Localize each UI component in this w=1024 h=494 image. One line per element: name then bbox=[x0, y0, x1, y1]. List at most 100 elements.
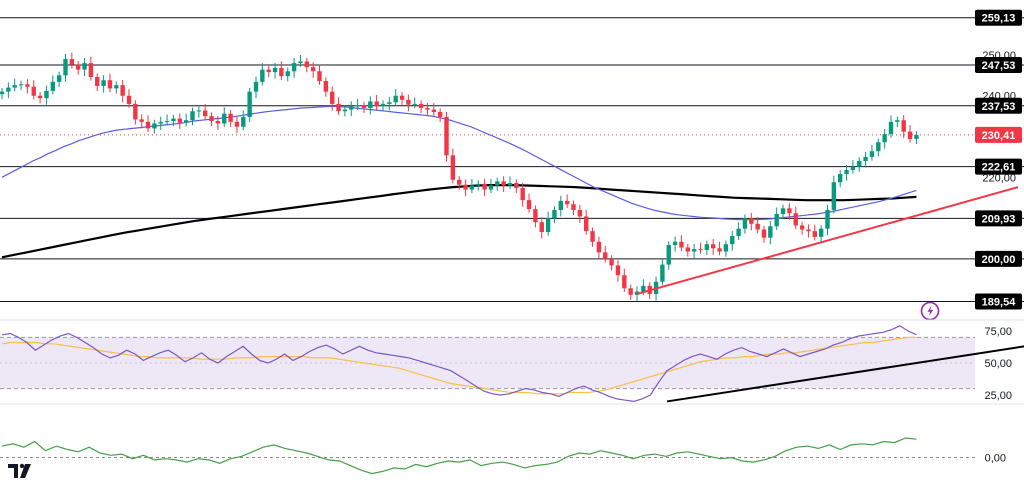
candle-body bbox=[37, 95, 43, 99]
candle bbox=[514, 179, 519, 194]
candle-body bbox=[736, 228, 741, 237]
candle bbox=[533, 205, 538, 228]
lightning-icon[interactable] bbox=[920, 301, 940, 321]
candle bbox=[679, 235, 684, 252]
candle bbox=[374, 94, 379, 111]
candle bbox=[742, 214, 748, 234]
candle bbox=[139, 114, 144, 129]
candle-body bbox=[495, 181, 500, 186]
candle bbox=[63, 53, 68, 82]
candle-body bbox=[838, 174, 843, 183]
candle bbox=[793, 206, 798, 230]
candle bbox=[685, 243, 690, 257]
candle-body bbox=[641, 285, 646, 292]
candle-body bbox=[279, 68, 284, 77]
candle-body bbox=[25, 84, 30, 87]
level-label-text: 259,13 bbox=[982, 13, 1016, 25]
candle-body bbox=[374, 101, 379, 107]
candle bbox=[126, 89, 132, 108]
candle bbox=[501, 176, 506, 192]
candle-body bbox=[711, 244, 716, 249]
candle-body bbox=[431, 109, 436, 113]
candle-body bbox=[780, 208, 786, 215]
candle-body bbox=[698, 249, 703, 251]
candle-body bbox=[723, 244, 729, 252]
oscillator-axis-ticks: 0,00 bbox=[985, 453, 1006, 465]
candle bbox=[285, 67, 290, 82]
candle-body bbox=[349, 106, 354, 110]
candle bbox=[88, 56, 94, 81]
candle-body bbox=[355, 105, 360, 107]
candle-body bbox=[622, 275, 627, 289]
candle bbox=[711, 239, 716, 255]
candle bbox=[603, 245, 608, 263]
tradingview-logo[interactable] bbox=[8, 463, 31, 478]
candle-body bbox=[209, 116, 214, 122]
candle-body bbox=[507, 183, 513, 186]
candle-body bbox=[95, 76, 100, 86]
candle bbox=[869, 144, 875, 161]
candle-body bbox=[126, 95, 132, 104]
candle bbox=[260, 63, 265, 86]
level-label-text: 200,00 bbox=[982, 254, 1016, 266]
rsi-axis-label: 25,00 bbox=[984, 390, 1012, 402]
candle bbox=[545, 211, 551, 236]
candle-body bbox=[476, 183, 481, 186]
candle bbox=[12, 78, 17, 92]
horizontal-levels bbox=[0, 17, 1024, 303]
candle bbox=[476, 180, 481, 191]
candle-body bbox=[120, 85, 125, 96]
candle bbox=[279, 61, 284, 80]
candle bbox=[330, 86, 335, 111]
candle bbox=[717, 241, 722, 256]
candle-body bbox=[158, 121, 163, 124]
candle bbox=[425, 102, 430, 117]
candle-body bbox=[901, 120, 906, 132]
candle-body bbox=[133, 103, 138, 120]
candle-body bbox=[247, 91, 252, 117]
candle-body bbox=[228, 113, 233, 122]
rsi-panel: 75,00 50,00 25,00 bbox=[0, 325, 1024, 403]
candle bbox=[69, 52, 75, 69]
candle bbox=[190, 107, 195, 126]
candle bbox=[31, 80, 36, 100]
candle bbox=[183, 113, 189, 127]
candle-body bbox=[577, 209, 583, 217]
candle bbox=[863, 151, 868, 168]
candle bbox=[266, 65, 271, 78]
candle-body bbox=[457, 179, 462, 185]
candle-body bbox=[825, 209, 830, 229]
candle-body bbox=[183, 120, 189, 123]
candle bbox=[310, 62, 316, 78]
candle-body bbox=[774, 214, 779, 227]
candle bbox=[691, 244, 697, 259]
candle bbox=[196, 105, 202, 118]
price-axis-label: 220,00 bbox=[982, 172, 1016, 184]
candle bbox=[857, 157, 862, 172]
ma-short-line bbox=[1, 105, 917, 221]
candle-body bbox=[888, 121, 894, 135]
level-label-text: 237,53 bbox=[982, 101, 1016, 113]
candle-body bbox=[380, 103, 386, 107]
candle-body bbox=[609, 258, 614, 266]
support-trendline bbox=[636, 186, 1019, 295]
oscillator-path bbox=[1, 437, 917, 475]
candle bbox=[799, 221, 805, 235]
candle-body bbox=[317, 71, 322, 82]
candle bbox=[736, 222, 741, 240]
candle bbox=[666, 241, 671, 270]
candle-body bbox=[56, 75, 62, 82]
candle-body bbox=[196, 110, 202, 112]
candle-body bbox=[628, 288, 633, 295]
candle-body bbox=[730, 236, 735, 245]
candle bbox=[584, 209, 589, 235]
candle-body bbox=[260, 69, 265, 82]
rsi-axis-label: 50,00 bbox=[984, 358, 1012, 370]
candle bbox=[323, 77, 329, 97]
candle-body bbox=[895, 120, 900, 122]
candle bbox=[876, 138, 881, 157]
candle bbox=[590, 227, 595, 247]
candle-body bbox=[253, 81, 259, 92]
candle bbox=[444, 111, 449, 162]
level-label-box bbox=[975, 210, 1022, 227]
